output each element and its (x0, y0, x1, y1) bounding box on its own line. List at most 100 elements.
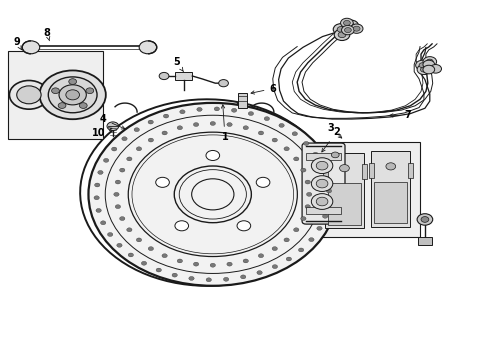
Circle shape (231, 108, 236, 112)
Circle shape (243, 126, 248, 130)
Circle shape (177, 259, 182, 263)
Circle shape (172, 273, 177, 277)
Text: 7: 7 (389, 111, 410, 121)
Circle shape (155, 177, 169, 187)
Circle shape (319, 164, 325, 168)
Circle shape (340, 18, 352, 28)
Circle shape (175, 221, 188, 231)
Circle shape (88, 103, 336, 286)
Circle shape (415, 60, 428, 70)
Circle shape (422, 60, 434, 69)
Circle shape (316, 179, 327, 188)
Circle shape (339, 165, 348, 172)
Circle shape (69, 79, 77, 85)
Circle shape (94, 196, 99, 200)
Circle shape (126, 157, 132, 161)
Circle shape (333, 29, 349, 41)
Circle shape (210, 122, 215, 125)
Circle shape (298, 248, 303, 252)
Bar (325, 153, 363, 228)
Circle shape (223, 277, 228, 281)
Circle shape (291, 132, 297, 136)
Bar (305, 153, 341, 160)
Circle shape (272, 265, 277, 269)
Circle shape (420, 67, 427, 72)
Circle shape (325, 189, 331, 193)
Circle shape (163, 114, 168, 118)
Circle shape (136, 238, 142, 242)
Circle shape (284, 147, 289, 151)
Circle shape (177, 126, 182, 130)
Circle shape (284, 238, 289, 242)
Text: 8: 8 (43, 28, 50, 41)
Circle shape (115, 180, 121, 184)
Circle shape (316, 161, 327, 170)
Circle shape (293, 157, 298, 161)
Bar (323, 165, 327, 180)
Circle shape (40, 71, 105, 119)
Circle shape (303, 141, 308, 145)
Circle shape (136, 147, 142, 151)
Text: 5: 5 (172, 57, 183, 72)
Circle shape (416, 214, 432, 225)
Circle shape (48, 77, 97, 113)
Text: 2: 2 (321, 127, 339, 152)
Text: 6: 6 (250, 84, 276, 94)
Bar (373, 181, 407, 223)
Circle shape (180, 110, 185, 114)
Circle shape (271, 138, 277, 142)
Circle shape (422, 57, 436, 67)
Circle shape (226, 262, 232, 266)
Circle shape (429, 64, 441, 73)
Circle shape (278, 123, 284, 127)
Circle shape (324, 176, 329, 180)
Circle shape (188, 276, 194, 280)
Circle shape (117, 243, 122, 247)
Bar (327, 183, 360, 225)
Circle shape (96, 208, 101, 212)
Circle shape (336, 27, 344, 32)
Circle shape (426, 59, 432, 64)
Circle shape (344, 28, 350, 33)
Text: 4: 4 (100, 114, 124, 129)
Circle shape (115, 205, 121, 209)
Circle shape (311, 158, 332, 174)
Circle shape (331, 152, 339, 158)
Circle shape (210, 263, 215, 267)
Text: 3: 3 (327, 123, 341, 138)
Circle shape (346, 23, 354, 29)
Circle shape (312, 152, 318, 156)
Circle shape (256, 271, 262, 275)
Circle shape (243, 259, 248, 263)
Bar (315, 142, 419, 237)
Circle shape (156, 268, 161, 272)
Circle shape (316, 197, 327, 206)
Circle shape (52, 88, 59, 94)
Circle shape (418, 63, 425, 68)
Circle shape (114, 192, 119, 196)
Circle shape (122, 137, 127, 141)
Bar (370, 151, 409, 226)
Circle shape (148, 247, 153, 251)
Circle shape (79, 103, 87, 108)
Circle shape (300, 217, 305, 221)
Circle shape (416, 64, 430, 75)
Circle shape (258, 254, 263, 258)
Circle shape (349, 24, 362, 33)
Text: 9: 9 (13, 37, 21, 50)
Circle shape (256, 177, 269, 187)
Circle shape (258, 131, 263, 135)
Circle shape (300, 168, 305, 172)
Bar (174, 72, 192, 80)
Circle shape (100, 221, 105, 225)
Circle shape (264, 117, 269, 121)
Circle shape (9, 81, 48, 109)
Circle shape (86, 88, 94, 94)
Circle shape (240, 275, 245, 279)
Circle shape (308, 238, 313, 242)
Circle shape (332, 24, 348, 35)
Circle shape (120, 168, 124, 172)
Circle shape (58, 103, 66, 108)
Circle shape (237, 221, 250, 231)
Circle shape (311, 194, 332, 210)
